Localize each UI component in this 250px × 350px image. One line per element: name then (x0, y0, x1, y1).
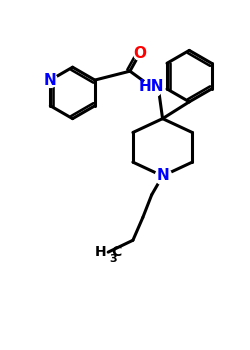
Text: H: H (94, 245, 106, 259)
Text: N: N (44, 72, 57, 88)
Text: C: C (111, 245, 121, 259)
Text: N: N (156, 168, 169, 183)
Text: O: O (133, 46, 146, 61)
Text: 3: 3 (109, 254, 117, 264)
Text: HN: HN (139, 79, 164, 94)
